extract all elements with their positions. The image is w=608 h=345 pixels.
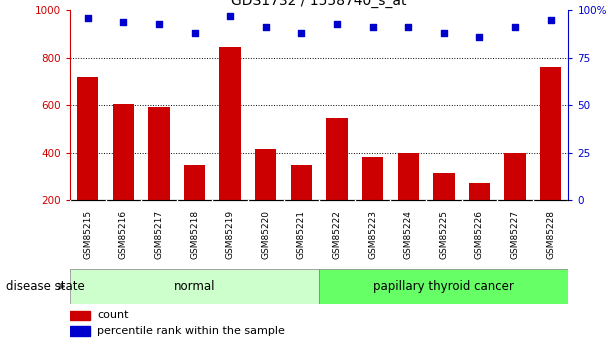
Point xyxy=(546,17,556,22)
Text: GSM85222: GSM85222 xyxy=(333,210,342,259)
Text: GSM85223: GSM85223 xyxy=(368,210,377,259)
Text: GSM85227: GSM85227 xyxy=(511,210,520,259)
Bar xyxy=(70,269,319,304)
Bar xyxy=(219,47,241,200)
Bar xyxy=(255,149,277,200)
Bar xyxy=(326,118,348,200)
Bar xyxy=(70,310,90,320)
Bar xyxy=(148,107,170,200)
Point xyxy=(475,34,485,40)
Text: GSM85225: GSM85225 xyxy=(440,210,448,259)
Text: GSM85218: GSM85218 xyxy=(190,210,199,259)
Bar xyxy=(505,152,526,200)
Bar xyxy=(184,165,206,200)
Point xyxy=(510,25,520,30)
Text: disease state: disease state xyxy=(6,280,85,293)
Bar xyxy=(291,165,312,200)
Point xyxy=(190,30,199,36)
Bar xyxy=(70,326,90,335)
Bar xyxy=(112,104,134,200)
Bar xyxy=(362,157,383,200)
Title: GDS1732 / 1558740_s_at: GDS1732 / 1558740_s_at xyxy=(232,0,407,8)
Text: GSM85221: GSM85221 xyxy=(297,210,306,259)
Point xyxy=(332,21,342,27)
Bar xyxy=(433,173,455,200)
Text: GSM85220: GSM85220 xyxy=(261,210,271,259)
Text: percentile rank within the sample: percentile rank within the sample xyxy=(97,326,285,336)
Point xyxy=(226,13,235,19)
Text: GSM85216: GSM85216 xyxy=(119,210,128,259)
Point xyxy=(439,30,449,36)
Text: GSM85215: GSM85215 xyxy=(83,210,92,259)
Text: GSM85224: GSM85224 xyxy=(404,210,413,259)
Text: GSM85219: GSM85219 xyxy=(226,210,235,259)
Text: GSM85226: GSM85226 xyxy=(475,210,484,259)
Text: count: count xyxy=(97,310,129,320)
Text: papillary thyroid cancer: papillary thyroid cancer xyxy=(373,280,514,293)
Text: GSM85217: GSM85217 xyxy=(154,210,164,259)
Point xyxy=(403,25,413,30)
Text: GSM85228: GSM85228 xyxy=(546,210,555,259)
Bar xyxy=(77,77,98,200)
Point xyxy=(261,25,271,30)
Bar xyxy=(469,184,490,200)
Bar xyxy=(540,67,561,200)
Bar xyxy=(398,152,419,200)
Bar xyxy=(319,269,568,304)
Point xyxy=(297,30,306,36)
Point xyxy=(119,19,128,24)
Point xyxy=(83,15,92,21)
Point xyxy=(154,21,164,27)
Point xyxy=(368,25,378,30)
Text: normal: normal xyxy=(174,280,215,293)
